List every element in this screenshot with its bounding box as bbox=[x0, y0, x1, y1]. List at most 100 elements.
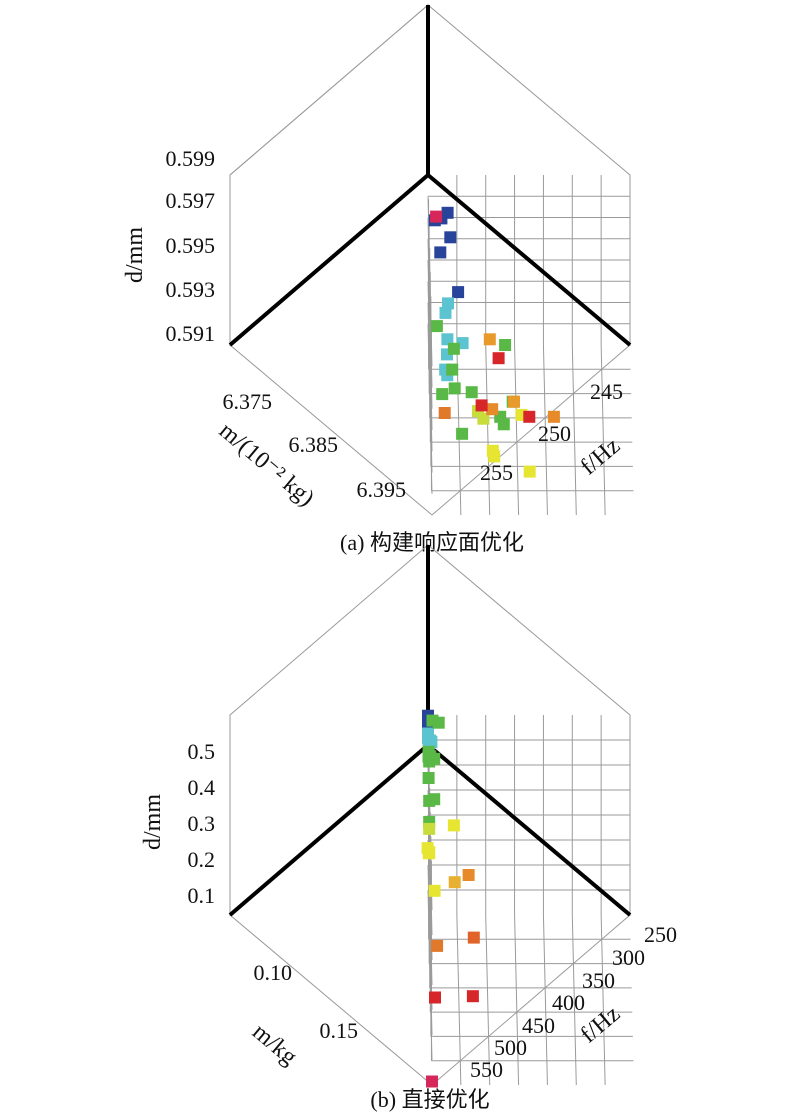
chart-a-z-tick: 0.597 bbox=[166, 188, 216, 213]
chart-a-point bbox=[441, 206, 454, 219]
chart-b-z-tick: 0.5 bbox=[188, 739, 216, 764]
chart-b-f-tick: 550 bbox=[470, 1057, 503, 1082]
chart-a-point bbox=[447, 342, 460, 355]
chart-b-z-axis-label: d/mm bbox=[140, 794, 166, 850]
chart-b-z-tick: 0.1 bbox=[188, 883, 216, 908]
chart-a-point bbox=[465, 386, 478, 399]
chart-a-gridline bbox=[427, 196, 433, 367]
chart-a-point bbox=[499, 339, 512, 351]
chart-a-z-tick: 0.595 bbox=[166, 233, 216, 258]
chart-b-m-tick: 0.15 bbox=[320, 1018, 359, 1043]
chart-b-z-ticks: 0.5 0.4 0.3 0.2 0.1 bbox=[188, 739, 216, 908]
chart-b-point bbox=[466, 990, 479, 1003]
chart-a-gridline bbox=[485, 344, 491, 516]
chart-a-points bbox=[428, 206, 560, 478]
chart-a-point bbox=[439, 306, 452, 319]
chart-a-point bbox=[442, 297, 454, 310]
chart-b-gridline bbox=[427, 839, 433, 1011]
chart-b-z-tick: 0.2 bbox=[188, 847, 216, 872]
chart-a-m-tick: 6.395 bbox=[357, 477, 407, 502]
chart-a-point bbox=[492, 352, 505, 365]
chart-a-axes bbox=[228, 5, 632, 347]
chart-b-m-axis-label: m/kg bbox=[247, 1019, 302, 1071]
chart-a-point bbox=[452, 286, 465, 299]
chart-b-point bbox=[428, 793, 441, 806]
chart-b-point bbox=[423, 846, 436, 859]
chart-a-f-tick: 255 bbox=[480, 460, 513, 485]
chart-b-m-tick: 0.10 bbox=[254, 960, 293, 985]
chart-b-gridline bbox=[485, 914, 491, 1086]
chart-b-point bbox=[462, 869, 475, 881]
chart-a-z-ticks: 0.599 0.597 0.595 0.593 0.591 bbox=[166, 146, 216, 346]
chart-a-point bbox=[523, 410, 536, 423]
chart-a-point bbox=[448, 382, 461, 395]
chart-a-point bbox=[497, 418, 510, 431]
chart-a-f-tick: 245 bbox=[590, 379, 623, 404]
chart-b-point bbox=[428, 884, 441, 897]
chart-a-z-tick: 0.593 bbox=[166, 277, 216, 302]
chart-a-point bbox=[430, 210, 443, 223]
chart-b-z-tick: 0.4 bbox=[188, 775, 216, 800]
chart-a-caption: (a) 构建响应面优化 bbox=[340, 530, 524, 555]
chart-a-gridline bbox=[600, 344, 606, 516]
chart-a-point bbox=[475, 399, 488, 412]
chart-a: 0.599 0.597 0.595 0.593 0.591 d/mm 6.375… bbox=[122, 3, 634, 555]
chart-b-f-tick: 500 bbox=[494, 1035, 527, 1060]
chart-a-m-tick: 6.385 bbox=[289, 432, 339, 457]
chart-a-point bbox=[438, 407, 451, 419]
chart-a-f-ticks: 245 250 255 bbox=[480, 379, 623, 485]
chart-b-point bbox=[422, 772, 435, 784]
chart-b-point bbox=[448, 876, 461, 889]
chart-a-f-tick: 250 bbox=[538, 421, 571, 446]
chart-a-z-tick: 0.591 bbox=[166, 321, 216, 346]
chart-a-gridline bbox=[571, 344, 577, 516]
chart-a-gridline bbox=[542, 344, 548, 516]
chart-b-point bbox=[426, 1075, 438, 1088]
chart-a-point bbox=[446, 363, 459, 376]
chart-b-caption: (b) 直接优化 bbox=[370, 1087, 489, 1112]
chart-a-f-axis-label: f/Hz bbox=[576, 433, 625, 480]
chart-b-z-tick: 0.3 bbox=[188, 811, 216, 836]
chart-b-point bbox=[431, 939, 444, 952]
chart-b: 0.5 0.4 0.3 0.2 0.1 d/mm 0.10 0.15 m/kg … bbox=[140, 543, 677, 1112]
chart-b-f-ticks: 250 300 350 400 450 500 550 bbox=[470, 922, 677, 1082]
chart-b-m-ticks: 0.10 0.15 bbox=[254, 960, 359, 1043]
chart-b-f-tick: 450 bbox=[522, 1013, 555, 1038]
chart-b-f-tick: 400 bbox=[552, 990, 585, 1015]
chart-a-point bbox=[444, 231, 457, 244]
chart-b-f-tick: 300 bbox=[612, 945, 645, 970]
chart-b-point bbox=[423, 822, 436, 835]
chart-a-point bbox=[547, 410, 560, 423]
chart-b-point bbox=[429, 991, 441, 1004]
chart-b-gridline bbox=[427, 889, 433, 1061]
chart-a-m-tick: 6.375 bbox=[223, 389, 273, 414]
chart-a-point bbox=[523, 465, 536, 478]
chart-b-gridline bbox=[456, 914, 462, 1086]
chart-a-gridline bbox=[514, 344, 520, 516]
chart-a-point bbox=[477, 412, 490, 425]
chart-b-point bbox=[467, 931, 480, 944]
chart-b-point bbox=[447, 819, 460, 832]
chart-a-m-ticks: 6.375 6.385 6.395 bbox=[223, 389, 407, 502]
chart-a-point bbox=[441, 333, 454, 346]
chart-a-point bbox=[483, 333, 496, 346]
chart-a-z-axis-label: d/mm bbox=[122, 227, 148, 283]
chart-a-point bbox=[430, 320, 443, 333]
chart-b-points bbox=[421, 709, 480, 1088]
chart-b-gridline bbox=[514, 914, 520, 1086]
chart-a-point bbox=[486, 444, 499, 457]
chart-a-point bbox=[508, 395, 520, 408]
chart-b-point bbox=[432, 716, 445, 729]
chart-a-point bbox=[456, 427, 469, 440]
chart-a-z-tick: 0.599 bbox=[166, 146, 216, 171]
chart-b-gridline bbox=[571, 914, 577, 1086]
chart-b-point bbox=[425, 736, 438, 748]
chart-b-point bbox=[428, 752, 441, 765]
chart-b-gridline bbox=[600, 914, 606, 1086]
chart-a-point bbox=[436, 388, 449, 401]
chart-a-point bbox=[434, 246, 447, 259]
chart-b-f-tick: 250 bbox=[644, 922, 677, 947]
chart-b-gridline bbox=[542, 914, 548, 1086]
chart-b-f-tick: 350 bbox=[582, 968, 615, 993]
